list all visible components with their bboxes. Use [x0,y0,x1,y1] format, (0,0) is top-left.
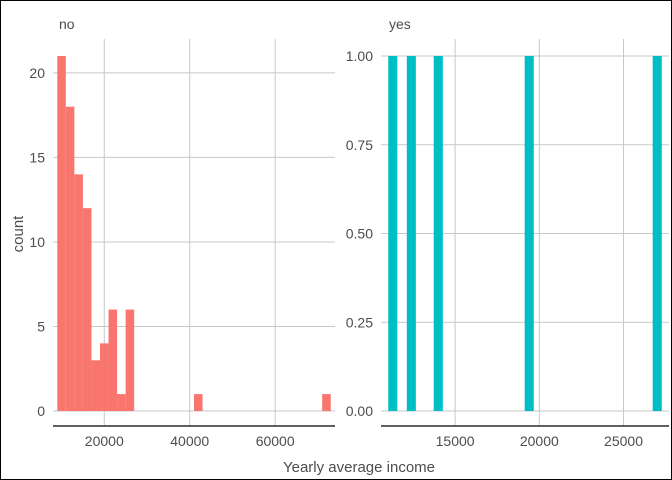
y-tick-label: 10 [29,234,45,250]
x-tick-label: 40000 [170,433,209,449]
histogram-bar [108,309,118,411]
histogram-bar [117,394,126,411]
x-tick-label: 20000 [520,433,559,449]
x-tick-label: 25000 [604,433,643,449]
y-tick-label: 0.50 [346,226,373,242]
histogram-bar [100,343,109,411]
histogram-bar [406,56,416,411]
x-axis-title: Yearly average income [283,459,435,476]
facet-panel-no: no 0 5 10 15 20 20000 40000 60000 [29,16,335,449]
y-tick-label: 1.00 [346,48,373,64]
facet-label-yes: yes [389,16,411,32]
y-tick-label: 20 [29,65,45,81]
histogram-bar [433,56,443,411]
y-tick-label: 15 [29,149,45,165]
histogram-bar [524,56,534,411]
y-tick-label: 0.75 [346,137,373,153]
histogram-bar [65,106,75,411]
y-tick-label: 0.00 [346,403,373,419]
y-tick-label: 0.25 [346,314,373,330]
histogram-bar [652,56,662,411]
y-axis-title: count [10,215,27,253]
y-tick-label: 0 [37,403,45,419]
histogram-bar [388,56,398,411]
histogram-bar [91,360,100,411]
y-tick-label: 5 [37,318,45,334]
histogram-bar [194,394,203,411]
histogram-bar [82,208,92,411]
facet-label-no: no [59,16,75,32]
histogram-bar [57,56,66,411]
x-tick-label: 60000 [256,433,295,449]
facet-panel-yes: yes 0.00 0.25 0.50 0.75 1.00 15000 20000 25000 [346,16,669,449]
histogram-bar [125,309,135,411]
x-tick-label: 15000 [436,433,475,449]
x-tick-label: 20000 [85,433,124,449]
histogram-bar [322,394,331,411]
histogram-bar [74,174,83,411]
